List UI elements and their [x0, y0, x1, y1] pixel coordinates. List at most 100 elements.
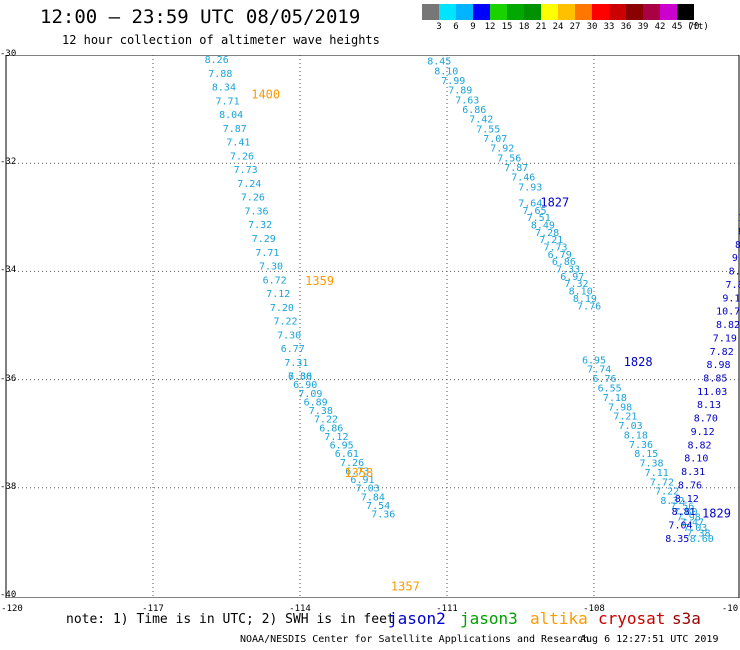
longitude-label: -108 [583, 604, 605, 614]
wave-height-value: 8.15 [634, 449, 658, 460]
scale-label: 70 [688, 22, 700, 32]
wave-height-value: 8.10 [434, 66, 458, 77]
scale-swatch [575, 4, 592, 20]
latitude-label: -38 [0, 481, 17, 492]
wave-height-value: 7.22 [655, 487, 679, 498]
wave-height-value: 6.72 [263, 275, 287, 286]
wave-height-value: 7.03 [356, 484, 380, 495]
scale-label: 45 [671, 22, 683, 32]
scale-swatch [609, 4, 626, 20]
wave-height-value: 7.88 [208, 69, 232, 80]
scale-label: (ft) [687, 22, 709, 32]
scale-label: 36 [620, 22, 632, 32]
wave-height-value: 8.13 [697, 400, 721, 411]
pass-time-label: 1358 [344, 466, 373, 480]
scale-swatch [507, 4, 524, 20]
longitude-label: -111 [436, 604, 458, 614]
wave-height-value: 8.85 [703, 374, 727, 385]
wave-height-value: 8.12 [675, 494, 699, 505]
wave-height-value: 7.54 [366, 501, 390, 512]
wave-height-value: 7.64 [518, 198, 542, 209]
wave-height-value: 8.35 [665, 534, 689, 545]
wave-height-value: 7.03 [619, 421, 643, 432]
wave-height-value: 7.21 [613, 412, 637, 423]
wave-height-value: 7.03 [683, 523, 707, 534]
wave-height-value: 7.36 [371, 510, 395, 521]
wave-height-value: 7.30 [277, 330, 301, 341]
latitude-label: -36 [0, 373, 17, 384]
wave-height-value: 7.72 [650, 477, 674, 488]
legend-jason3: jason3 [460, 609, 518, 628]
wave-height-map[interactable]: 8.26 7.88 8.34 7.71 8.04 7.87 7.41 7.26 7.73 7.24… [0, 55, 740, 598]
latitude-label: -40 [0, 590, 17, 600]
wave-height-value: 7.98 [608, 402, 632, 413]
wave-height-value: 8.10 [569, 287, 593, 298]
wave-height-value: 8.26 [205, 55, 229, 66]
wave-height-value: 9.69 [732, 253, 740, 264]
wave-height-value: 8.45 [427, 57, 451, 68]
wave-height-value: 7.20 [270, 303, 294, 314]
scale-swatch [592, 4, 609, 20]
wave-height-value: 8.18 [624, 430, 648, 441]
wave-height-value: 8.49 [531, 221, 555, 232]
wave-height-value: 10.71 [716, 307, 740, 318]
wave-height-value: 7.56 [497, 153, 521, 164]
wave-height-value: 7.30 [259, 262, 283, 273]
wave-height-value: 8.60 [690, 534, 714, 545]
wave-height-value: 7.76 [577, 301, 601, 312]
scale-label: 18 [518, 22, 530, 32]
wave-height-value: 7.73 [543, 243, 567, 254]
scale-swatch [558, 4, 575, 20]
wave-height-value: 7.71 [255, 248, 279, 259]
wave-height-value: 7.82 [710, 347, 734, 358]
wave-height-value: 6.76 [592, 374, 616, 385]
scale-label: 39 [637, 22, 649, 32]
scale-swatch [473, 4, 490, 20]
scale-label: 30 [586, 22, 598, 32]
wave-height-value: 7.26 [340, 458, 364, 469]
wave-height-value: 6.89 [304, 397, 328, 408]
wave-height-value: 7.32 [248, 220, 272, 231]
legend-altika: altika [530, 609, 588, 628]
wave-height-value: 8.04 [219, 110, 243, 121]
chart-title: 12:00 – 23:59 UTC 08/05/2019 [40, 6, 361, 28]
chart-subtitle: 12 hour collection of altimeter wave hei… [62, 33, 380, 47]
wave-height-value: 7.85 [420, 55, 444, 58]
pass-time-label: 1400 [251, 87, 280, 101]
wave-height-value: 7.11 [645, 468, 669, 479]
wave-height-value: 6.79 [548, 250, 572, 261]
scale-label: 15 [501, 22, 513, 32]
longitude-label: -114 [289, 604, 311, 614]
scale-swatch [677, 4, 694, 20]
scale-label: 6 [453, 22, 459, 32]
wave-height-value: 7.22 [314, 415, 338, 426]
wave-height-value: 8.82 [687, 440, 711, 451]
pass-time-label: 1359 [305, 274, 334, 288]
wave-height-value: 7.30 [288, 372, 312, 383]
scale-swatch [643, 4, 660, 20]
scale-swatch [456, 4, 473, 20]
latitude-label: -30 [0, 49, 17, 59]
wave-height-value: 7.26 [230, 151, 254, 162]
wave-height-value: 7.51 [527, 213, 551, 224]
wave-height-value: 6.86 [288, 372, 312, 383]
wave-height-value: 7.80 [725, 280, 740, 291]
wave-height-value: 7.41 [226, 138, 250, 149]
wave-height-value: 6.86 [462, 105, 486, 116]
wave-height-value: 7.98 [677, 512, 701, 523]
wave-height-value: 7.84 [361, 492, 385, 503]
wave-height-value: 8.33 [729, 267, 740, 278]
wave-height-value: 6.95 [330, 441, 354, 452]
legend-jason2: jason2 [388, 609, 446, 628]
wave-height-value: 7.19 [713, 333, 737, 344]
scale-swatch [524, 4, 541, 20]
scale-swatch [626, 4, 643, 20]
wave-height-value: 8.34 [212, 83, 236, 94]
wave-height-value: 7.87 [223, 124, 247, 135]
wave-height-value: 7.56 [670, 501, 694, 512]
wave-height-value: 8.32 [660, 496, 684, 507]
wave-height-value: 7.87 [504, 163, 528, 174]
wave-height-value: 8.19 [573, 294, 597, 305]
scale-swatch [439, 4, 456, 20]
wave-height-value: 6.86 [552, 257, 576, 268]
